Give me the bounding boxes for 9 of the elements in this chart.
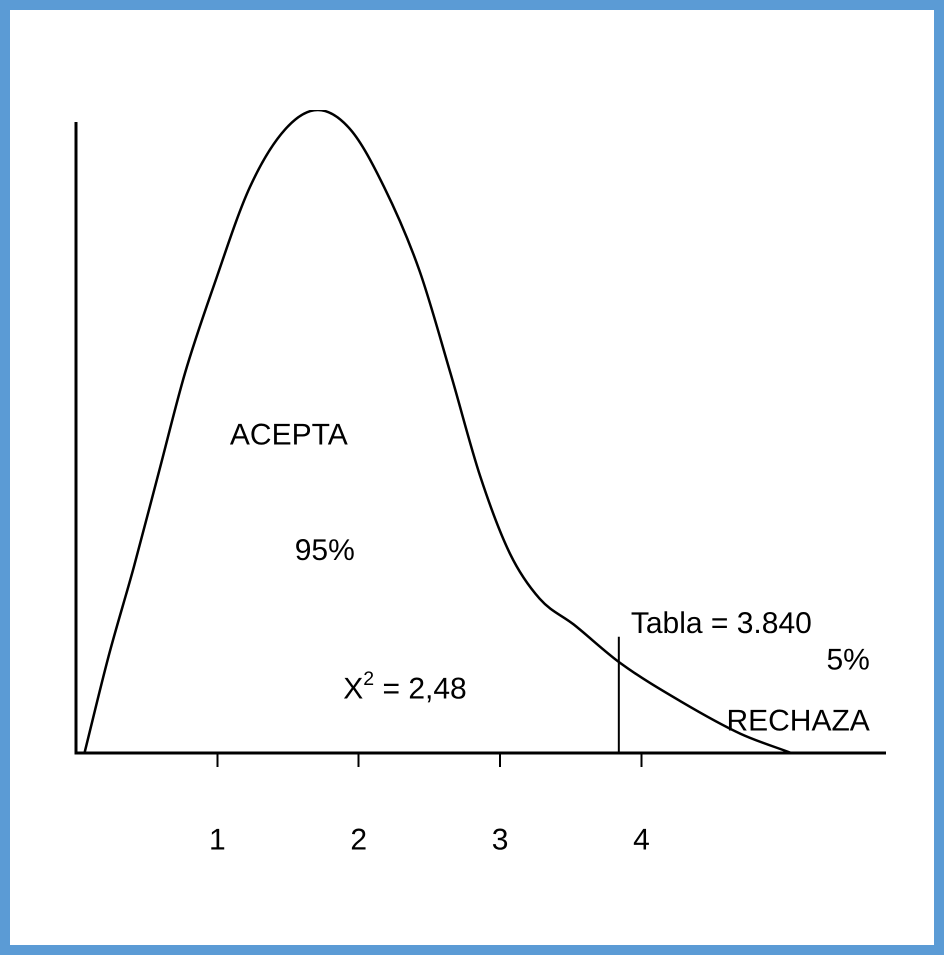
- x-tick-label: 4: [633, 823, 650, 856]
- x-tick-label: 1: [209, 823, 226, 856]
- annotation: ACEPTA: [230, 418, 348, 452]
- x-tick-label: 3: [492, 823, 508, 856]
- x-tick-label: 2: [350, 823, 368, 856]
- annotation: 5%: [826, 643, 870, 676]
- ref-line-label: Tabla = 3.840: [630, 606, 812, 640]
- annotation: 95%: [294, 534, 355, 568]
- annotation: RECHAZA: [726, 704, 870, 738]
